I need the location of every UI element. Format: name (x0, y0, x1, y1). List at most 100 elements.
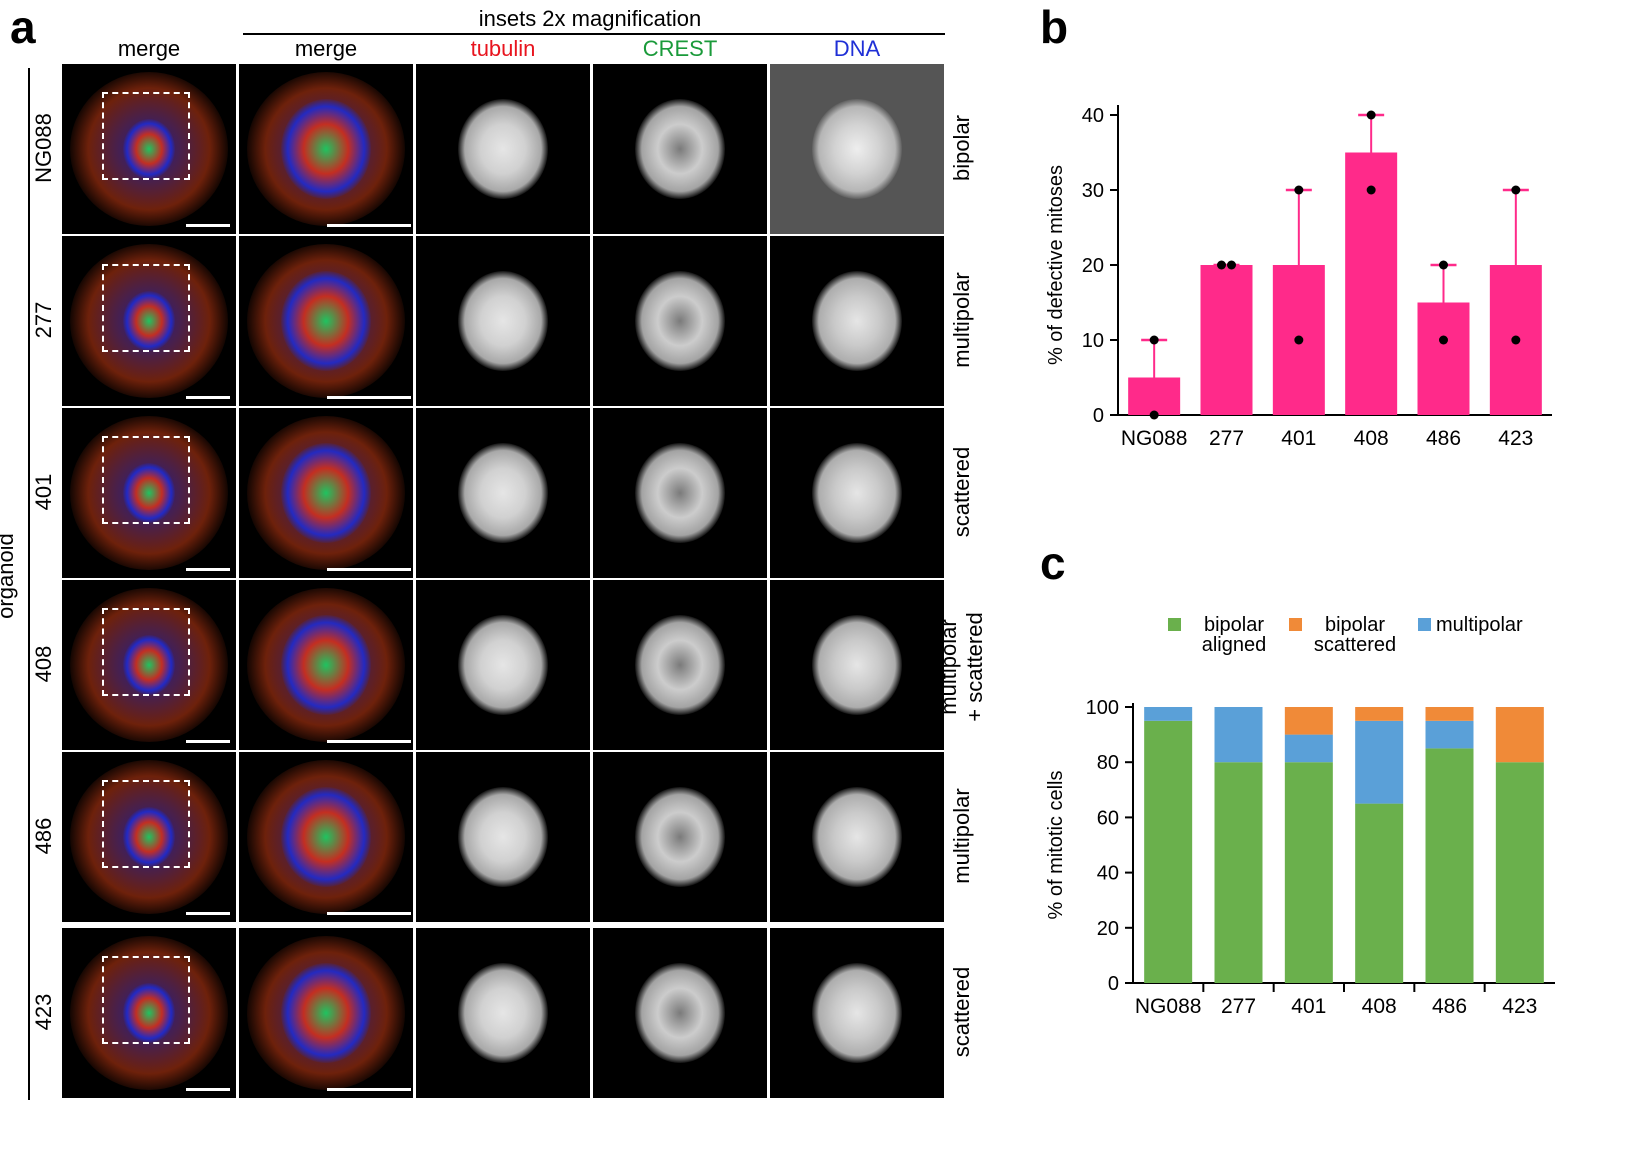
chromosome-mass (281, 615, 371, 715)
scale-bar (327, 396, 411, 399)
micrograph-423-col4 (770, 928, 944, 1098)
data-point-277-1 (1227, 260, 1236, 270)
panel-letter-c: c (1040, 537, 1066, 589)
chromosome-mass (812, 443, 902, 543)
inset-header: insets 2x magnification (478, 6, 702, 31)
data-point-486-1 (1439, 335, 1448, 345)
x-tick-label-401: 401 (1291, 995, 1326, 1018)
y-axis-label: % of defective mitoses (1045, 165, 1067, 365)
x-tick-label-277: 277 (1209, 427, 1244, 450)
chromosome-mass (123, 291, 175, 351)
phenotype-line-0: multipolar (949, 272, 974, 368)
bar-423-bipolar-aligned (1495, 762, 1544, 983)
panel-letter-b: b (1040, 1, 1069, 53)
chromosome-mass (458, 443, 548, 543)
x-tick-label-486: 486 (1426, 427, 1461, 450)
data-point-423-0 (1511, 185, 1521, 195)
data-point-NG088-0 (1149, 335, 1159, 345)
micrograph-401-col4 (770, 408, 944, 578)
x-tick-label-423: 423 (1502, 995, 1537, 1018)
x-tick-label-408: 408 (1362, 995, 1397, 1018)
inset-box (102, 956, 190, 1044)
organoid-bracket-line (28, 68, 30, 1100)
bar-408-bipolar-aligned (1355, 803, 1404, 983)
micrograph-NG088-col0 (62, 64, 236, 234)
row-label-423: 423 (31, 993, 56, 1031)
x-tick-label-423: 423 (1498, 427, 1533, 450)
bar-277-multipolar (1214, 707, 1263, 763)
micrograph-401-col3 (593, 408, 767, 578)
bar-408-multipolar (1355, 720, 1404, 804)
bar-423-bipolar-scattered (1495, 707, 1544, 763)
panel-letter-a: a (10, 1, 36, 53)
y-tick-label-60: 60 (1097, 807, 1119, 829)
data-point-408-0 (1366, 110, 1376, 120)
column-header-merge-1: merge (294, 36, 358, 61)
bar-NG088 (1128, 377, 1181, 415)
y-tick-label-80: 80 (1097, 752, 1119, 774)
micrograph-277-col3 (593, 236, 767, 406)
x-tick-label-NG088: NG088 (1135, 995, 1202, 1018)
y-tick-label-100: 100 (1086, 697, 1119, 719)
phenotype-line-0: scattered (949, 446, 974, 538)
scale-bar (327, 1088, 411, 1091)
y-tick-label-20: 20 (1097, 918, 1119, 940)
row-phenotype-486: multipolar (949, 766, 975, 906)
legend-swatch-2 (1418, 618, 1431, 631)
micrograph-NG088-col2 (416, 64, 590, 234)
chart-c-mitotic-cells: bipolaralignedbipolarscatteredmultipolar… (1045, 614, 1555, 1018)
inset-box (102, 264, 190, 352)
row-phenotype-423: scattered (949, 942, 975, 1082)
bar-NG088-multipolar (1144, 707, 1193, 721)
phenotype-line-0: scattered (949, 966, 974, 1058)
legend-label-2-0: multipolar (1436, 614, 1523, 636)
y-tick-label-0: 0 (1108, 973, 1119, 995)
y-tick-label-30: 30 (1082, 180, 1104, 202)
scale-bar (186, 1088, 230, 1091)
bar-401-multipolar (1284, 734, 1333, 763)
chromosome-mass (635, 271, 725, 371)
bar-486-bipolar-scattered (1425, 707, 1474, 721)
y-tick-label-40: 40 (1082, 105, 1104, 127)
micrograph-401-col2 (416, 408, 590, 578)
x-tick-label-NG088: NG088 (1121, 427, 1188, 450)
micrograph-423-col2 (416, 928, 590, 1098)
legend-swatch-0 (1168, 618, 1181, 631)
row-phenotype-401: scattered (949, 422, 975, 562)
chromosome-mass (812, 99, 902, 199)
chromosome-mass (123, 463, 175, 523)
chromosome-mass (458, 963, 548, 1063)
micrograph-NG088-col1 (239, 64, 413, 234)
scale-bar (186, 740, 230, 743)
row-label-408: 408 (31, 645, 56, 683)
bar-401-bipolar-aligned (1284, 762, 1333, 983)
scale-bar (186, 912, 230, 915)
micrograph-486-col3 (593, 752, 767, 922)
column-header-tubulin-2: tubulin (470, 36, 536, 61)
micrograph-408-col2 (416, 580, 590, 750)
row-phenotype-NG088: bipolar (949, 78, 975, 218)
scale-bar (327, 740, 411, 743)
inset-header-line (243, 33, 945, 35)
bar-486 (1417, 302, 1470, 415)
chromosome-mass (281, 271, 371, 371)
data-point-401-0 (1294, 185, 1304, 195)
micrograph-277-col2 (416, 236, 590, 406)
micrograph-423-col1 (239, 928, 413, 1098)
scale-bar (186, 568, 230, 571)
y-tick-label-40: 40 (1097, 863, 1119, 885)
chromosome-mass (635, 963, 725, 1063)
micrograph-408-col0 (62, 580, 236, 750)
row-phenotype-277: multipolar (949, 250, 975, 390)
scale-bar (186, 396, 230, 399)
legend-label-0-0: bipolar (1204, 614, 1264, 636)
chromosome-mass (812, 787, 902, 887)
chromosome-mass (458, 615, 548, 715)
phenotype-line-0: bipolar (949, 114, 974, 182)
row-label-NG088: NG088 (31, 113, 56, 183)
x-tick-label-486: 486 (1432, 995, 1467, 1018)
row-label-486: 486 (31, 817, 56, 855)
chromosome-mass (281, 787, 371, 887)
micrograph-408-col3 (593, 580, 767, 750)
chromosome-mass (635, 99, 725, 199)
